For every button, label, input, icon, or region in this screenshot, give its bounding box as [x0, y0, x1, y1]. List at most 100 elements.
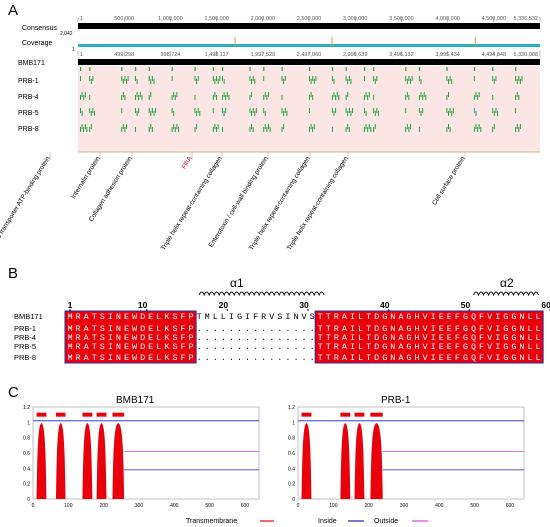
variant-mark	[347, 124, 349, 129]
variant-mark	[405, 76, 407, 81]
variant-mark	[373, 76, 375, 81]
sequence-residue: T	[318, 324, 323, 334]
variant-mark	[83, 95, 85, 100]
reference-variant-mark	[221, 67, 224, 71]
sequence-residue: R	[76, 333, 81, 343]
sequence-residue: L	[156, 342, 161, 352]
sequence-residue: .	[293, 353, 298, 363]
ruler-top-label: 1	[80, 16, 83, 22]
track-label: PRB-1	[18, 78, 39, 85]
sequence-residue: L	[527, 324, 532, 334]
transmembrane-peak	[36, 423, 47, 499]
variant-mark	[199, 111, 201, 116]
variant-mark	[263, 95, 265, 100]
sequence-residue: I	[495, 333, 500, 343]
variant-mark	[127, 76, 129, 81]
ruler-bottom-label: 4,494,848	[482, 52, 506, 58]
sequence-residue: G	[463, 342, 468, 352]
variant-mark	[80, 76, 81, 81]
sequence-residue: L	[358, 312, 363, 322]
variant-mark	[134, 108, 136, 113]
legend-label: Outside	[374, 518, 398, 525]
variant-mark	[284, 108, 286, 113]
variant-mark	[515, 127, 517, 132]
sequence-residue: .	[293, 333, 298, 343]
variant-mark	[363, 127, 365, 132]
sequence-residue: E	[439, 312, 444, 322]
helix-coil	[198, 291, 325, 297]
sequence-residue: F	[180, 324, 185, 334]
transmembrane-peak	[112, 423, 125, 499]
ruler-top-label: 3,500,000	[389, 16, 413, 22]
ruler-bottom-label: 1	[80, 52, 83, 58]
x-tick-label: 400	[435, 503, 444, 509]
sequence-residue: A	[342, 312, 348, 322]
variant-mark	[521, 76, 523, 81]
sequence-residue: K	[164, 342, 170, 352]
sequence-residue: .	[213, 342, 218, 352]
panel-b-sequence-alignment: α1 α2 1 10 20 30 40 50 60 BMB171 M R A T S I N E W D E L K S…	[14, 276, 550, 364]
sequence-residue: R	[261, 312, 266, 322]
variant-mark	[446, 76, 448, 81]
sequence-residue: A	[84, 342, 90, 352]
variant-mark	[196, 79, 198, 84]
sequence-residue: A	[342, 342, 348, 352]
sequence-residue: G	[382, 333, 387, 343]
y-tick-label: 1.2	[23, 405, 30, 411]
sequence-residue: .	[310, 342, 315, 352]
sequence-residue: I	[285, 312, 290, 322]
variant-mark	[121, 76, 123, 81]
plot-title: PRB-1	[381, 395, 411, 406]
sequence-residue: K	[164, 353, 170, 363]
sequence-residue: M	[67, 342, 72, 352]
sequence-residue: G	[511, 324, 516, 334]
variant-mark	[420, 111, 422, 116]
variant-mark	[313, 124, 315, 129]
sequence-residue: H	[414, 333, 419, 343]
variant-mark	[409, 124, 411, 129]
variant-mark	[376, 76, 378, 81]
variant-mark	[367, 127, 369, 132]
sequence-residue: D	[374, 324, 379, 334]
variant-mark	[268, 92, 269, 97]
sequence-residue: E	[148, 312, 153, 322]
variant-mark	[263, 76, 265, 81]
ruler-top-label: 2,000,000	[251, 16, 275, 22]
variant-mark	[86, 127, 88, 132]
x-tick-label: 300	[135, 503, 144, 509]
sequence-residue: L	[527, 342, 532, 352]
variant-mark	[406, 79, 408, 84]
sequence-residue: .	[302, 342, 307, 352]
sequence-residue: S	[172, 342, 177, 352]
sequence-name: PRB-4	[14, 333, 36, 342]
helix-alpha1-label: α1	[230, 276, 244, 290]
sequence-residue: E	[439, 324, 444, 334]
variant-mark	[255, 108, 257, 113]
variant-mark	[212, 127, 214, 132]
sequence-residue: S	[100, 312, 105, 322]
variant-mark	[176, 92, 178, 97]
variant-mark	[331, 76, 333, 81]
sequence-residue: L	[221, 312, 226, 322]
sequence-residue: D	[374, 312, 379, 322]
variant-mark	[249, 76, 251, 81]
variant-mark	[370, 127, 372, 132]
variant-mark	[150, 92, 152, 97]
sequence-residue: .	[237, 324, 242, 334]
annotation-label: Internalin protein	[70, 155, 102, 200]
variant-mark	[368, 124, 370, 129]
variant-mark	[89, 108, 91, 113]
sequence-residue: F	[455, 324, 460, 334]
variant-mark	[347, 79, 349, 84]
sequence-residue: .	[237, 342, 242, 352]
y-tick-label: 0.6	[288, 451, 295, 457]
ruler-top-label: 4,500,000	[482, 16, 506, 22]
ruler-bottom-label: 5,330,088	[514, 52, 538, 58]
ruler-top-label: 1,000,000	[158, 16, 182, 22]
sequence-residue: .	[277, 342, 282, 352]
y-tick-label: 0.4	[288, 466, 295, 472]
variant-mark	[254, 111, 256, 116]
variant-mark	[331, 127, 333, 132]
sequence-residue: G	[463, 333, 468, 343]
sequence-residue: T	[326, 312, 331, 322]
